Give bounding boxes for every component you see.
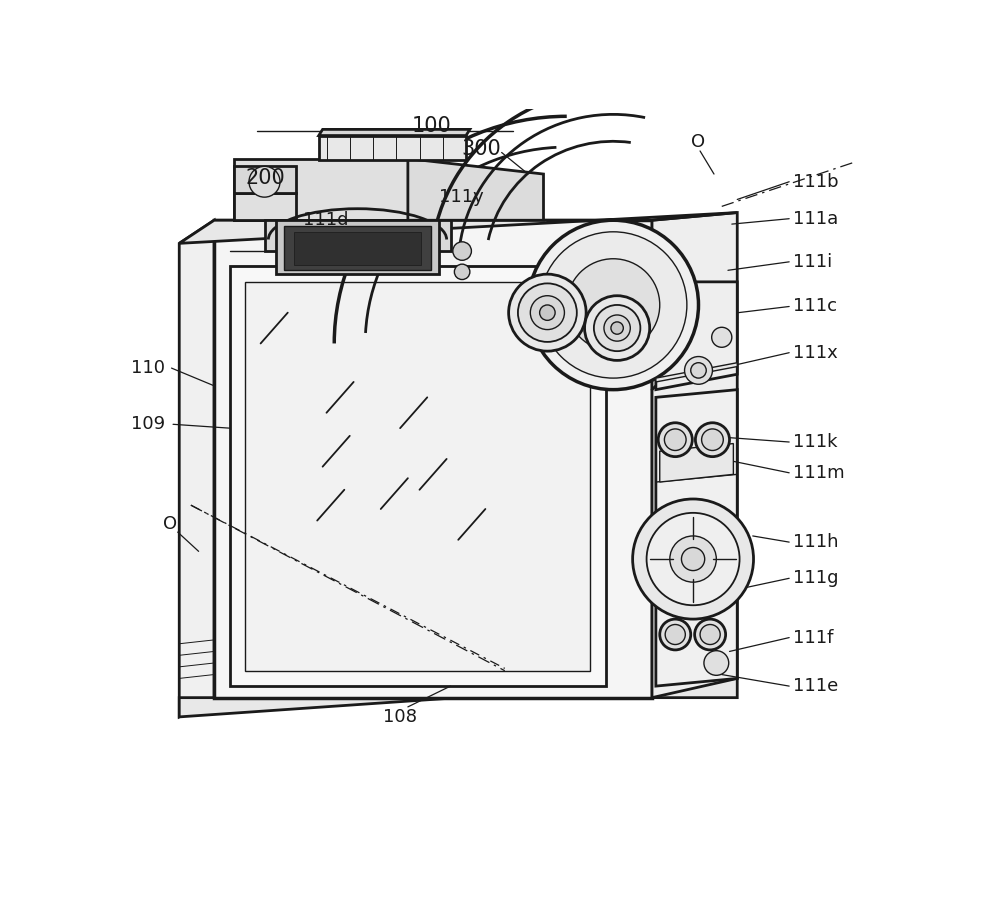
Circle shape bbox=[647, 513, 740, 605]
Circle shape bbox=[509, 274, 586, 351]
Circle shape bbox=[691, 363, 706, 378]
Text: 111f: 111f bbox=[793, 629, 833, 646]
Text: 111k: 111k bbox=[793, 433, 838, 451]
Circle shape bbox=[249, 167, 280, 197]
Circle shape bbox=[604, 315, 630, 341]
Polygon shape bbox=[319, 136, 466, 160]
Circle shape bbox=[695, 423, 730, 457]
Text: 109: 109 bbox=[131, 415, 165, 433]
Polygon shape bbox=[294, 232, 421, 265]
Circle shape bbox=[681, 548, 705, 570]
Circle shape bbox=[685, 357, 712, 385]
Polygon shape bbox=[319, 129, 470, 136]
Text: 111g: 111g bbox=[793, 569, 839, 587]
Polygon shape bbox=[408, 158, 544, 220]
Text: 111b: 111b bbox=[793, 173, 839, 191]
Circle shape bbox=[540, 232, 687, 378]
Polygon shape bbox=[264, 220, 450, 251]
Polygon shape bbox=[214, 220, 652, 698]
Circle shape bbox=[704, 651, 729, 675]
Text: 111i: 111i bbox=[793, 252, 832, 271]
Circle shape bbox=[664, 429, 686, 451]
Text: 111e: 111e bbox=[793, 677, 838, 695]
Polygon shape bbox=[230, 266, 606, 686]
Text: O: O bbox=[691, 133, 706, 151]
Text: 108: 108 bbox=[383, 708, 417, 726]
Circle shape bbox=[453, 242, 471, 261]
Circle shape bbox=[665, 624, 685, 644]
Text: O: O bbox=[163, 516, 177, 533]
Polygon shape bbox=[284, 226, 431, 271]
Circle shape bbox=[633, 499, 754, 619]
Circle shape bbox=[702, 429, 723, 451]
Text: 111c: 111c bbox=[793, 298, 837, 316]
Text: 110: 110 bbox=[131, 359, 165, 377]
Polygon shape bbox=[234, 158, 408, 220]
Circle shape bbox=[594, 305, 640, 351]
Polygon shape bbox=[656, 363, 737, 382]
Text: 100: 100 bbox=[411, 117, 451, 137]
Polygon shape bbox=[656, 390, 737, 686]
Polygon shape bbox=[179, 213, 737, 243]
Circle shape bbox=[700, 624, 720, 644]
Circle shape bbox=[660, 619, 691, 650]
Circle shape bbox=[712, 328, 732, 348]
Circle shape bbox=[670, 536, 716, 582]
Polygon shape bbox=[276, 220, 439, 274]
Polygon shape bbox=[179, 679, 737, 717]
Circle shape bbox=[540, 305, 555, 320]
Text: 111m: 111m bbox=[793, 463, 845, 481]
Circle shape bbox=[658, 423, 692, 457]
Circle shape bbox=[567, 259, 660, 351]
Text: 200: 200 bbox=[245, 168, 285, 188]
Text: 111x: 111x bbox=[793, 344, 838, 362]
Polygon shape bbox=[245, 281, 590, 671]
Circle shape bbox=[528, 220, 698, 390]
Circle shape bbox=[695, 619, 726, 650]
Polygon shape bbox=[660, 443, 733, 482]
Text: 300: 300 bbox=[462, 139, 501, 159]
Polygon shape bbox=[652, 213, 737, 698]
Polygon shape bbox=[179, 220, 214, 717]
Circle shape bbox=[585, 296, 650, 360]
Circle shape bbox=[454, 264, 470, 280]
Text: 111d: 111d bbox=[303, 211, 349, 229]
Text: 111y: 111y bbox=[439, 188, 484, 206]
Circle shape bbox=[530, 296, 564, 329]
Polygon shape bbox=[234, 194, 296, 220]
Polygon shape bbox=[234, 167, 296, 194]
Circle shape bbox=[611, 322, 623, 334]
Polygon shape bbox=[656, 281, 737, 390]
Text: 111h: 111h bbox=[793, 533, 839, 551]
Circle shape bbox=[518, 283, 577, 342]
Text: 111a: 111a bbox=[793, 210, 838, 228]
